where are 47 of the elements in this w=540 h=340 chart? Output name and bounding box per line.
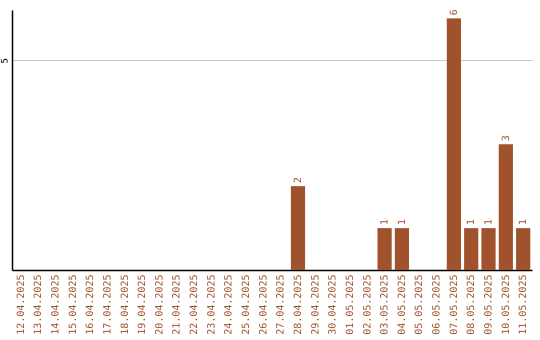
x-tick-label: 17.04.2025 — [102, 274, 114, 335]
bar — [394, 228, 410, 270]
x-tick-label: 21.04.2025 — [172, 274, 183, 335]
x-tick-label: 08.05.2025 — [466, 274, 478, 335]
bar — [377, 228, 392, 270]
bar — [498, 144, 513, 270]
x-tick-label: 18.04.2025 — [120, 274, 131, 335]
x-tick-label: 09.05.2025 — [484, 274, 495, 335]
x-tick-label: 28.04.2025 — [292, 274, 304, 335]
x-tick-label: 20.04.2025 — [154, 274, 166, 335]
data-label: 1 — [466, 219, 478, 226]
x-tick-label: 16.04.2025 — [85, 274, 96, 335]
x-tick-label: 06.05.2025 — [432, 274, 443, 335]
x-tick-label: 02.05.2025 — [362, 274, 374, 335]
x-tick-label: 13.04.2025 — [33, 274, 44, 335]
x-tick-label: 12.04.2025 — [16, 274, 27, 335]
bar — [290, 186, 306, 270]
data-label: 1 — [396, 219, 408, 226]
data-label: 1 — [518, 219, 530, 226]
x-tick-label: 07.05.2025 — [448, 274, 460, 335]
data-label: 6 — [448, 9, 460, 16]
x-tick-label: 01.05.2025 — [344, 274, 356, 335]
x-tick-label: 11.05.2025 — [518, 274, 530, 335]
x-tick-label: 25.04.2025 — [241, 274, 252, 335]
data-label: 1 — [380, 219, 391, 226]
y-tick-label: 5 — [0, 58, 10, 64]
x-tick-label: 05.05.2025 — [414, 274, 426, 335]
bar — [464, 228, 478, 270]
bar — [481, 228, 496, 270]
x-tick-label: 19.04.2025 — [137, 274, 148, 335]
x-tick-label: 04.05.2025 — [396, 274, 408, 335]
data-label: 1 — [484, 219, 495, 226]
x-tick-label: 29.04.2025 — [310, 274, 322, 335]
x-tick-label: 30.04.2025 — [328, 274, 339, 335]
x-tick-label: 26.04.2025 — [258, 274, 270, 335]
x-tick-label: 27.04.2025 — [276, 274, 287, 335]
x-tick-label: 10.05.2025 — [500, 274, 512, 335]
x-tick-label: 24.04.2025 — [224, 274, 235, 335]
x-tick-label: 14.04.2025 — [50, 274, 62, 335]
x-tick-label: 15.04.2025 — [68, 274, 79, 335]
x-tick-label: 03.05.2025 — [380, 274, 391, 335]
x-tick-label: 22.04.2025 — [189, 274, 200, 335]
data-label: 2 — [292, 177, 304, 184]
bar — [516, 228, 530, 270]
data-label: 3 — [500, 135, 512, 142]
x-tick-label: 23.04.2025 — [206, 274, 218, 335]
bar — [446, 18, 461, 270]
